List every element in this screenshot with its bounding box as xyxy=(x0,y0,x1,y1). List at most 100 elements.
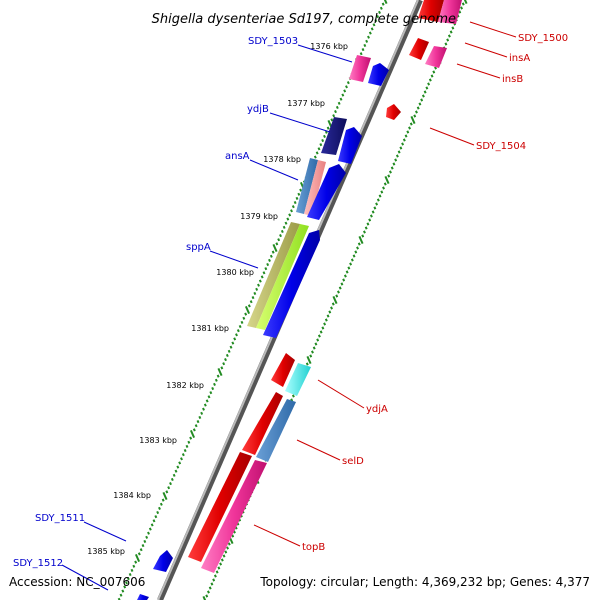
gene-label-insb[interactable]: insB xyxy=(502,74,523,85)
gene-label-sdy1512[interactable]: SDY_1512 xyxy=(13,558,63,569)
ruler-dot-right xyxy=(210,582,214,586)
ruler-dot-left xyxy=(213,382,216,386)
ruler-dot-left xyxy=(165,490,169,494)
ruler-dot-left xyxy=(242,316,246,320)
map-title: Shigella dysenteriae Sd197, complete gen… xyxy=(152,12,456,27)
ruler-dot-right xyxy=(368,218,372,222)
ruler-dot-left xyxy=(180,457,183,461)
ruler-dot-left xyxy=(291,205,295,209)
gene-label-insa[interactable]: insA xyxy=(509,53,530,64)
ruler-dot-right xyxy=(409,122,413,126)
ruler-dot-left xyxy=(132,564,136,568)
ruler-dot-right xyxy=(208,586,212,590)
ruler-dot-left xyxy=(125,581,128,585)
gene-label-seld[interactable]: selD xyxy=(342,456,364,467)
ruler-dot-right xyxy=(389,170,392,174)
ruler-dot-right xyxy=(213,574,217,578)
ruler-dot-right xyxy=(219,562,223,566)
ruler-dot-left xyxy=(200,411,204,415)
ruler-dot-left xyxy=(330,118,334,122)
ruler-dot-left xyxy=(121,589,125,593)
ruler-dot-right xyxy=(428,78,432,82)
ruler-dot-right xyxy=(363,230,366,234)
ruler-dot-right xyxy=(449,30,453,34)
ruler-dot-right xyxy=(345,270,349,274)
feature-ydjb-navy xyxy=(321,117,347,155)
ruler-dot-left xyxy=(295,196,299,200)
ruler-dot-right xyxy=(349,262,353,266)
ruler-dot-left xyxy=(214,378,218,382)
ruler-dot-left xyxy=(313,155,317,159)
ruler-dot-right xyxy=(371,210,375,214)
ruler-dot-left xyxy=(238,324,242,329)
kbp-label: 1385 kbp xyxy=(87,547,125,556)
ruler-dot-right xyxy=(397,150,401,154)
ruler-dot-left xyxy=(244,312,248,316)
ruler-dot-left xyxy=(143,539,147,544)
ruler-dot-left xyxy=(189,429,196,439)
feature-insb-pink xyxy=(425,46,447,68)
gene-label-topb[interactable]: topB xyxy=(302,542,325,553)
ruler-dot-left xyxy=(383,0,388,5)
gene-label-sppa[interactable]: sppA xyxy=(186,242,211,253)
gene-label-sdy1511[interactable]: SDY_1511 xyxy=(35,513,85,524)
gene-label-sdy1503[interactable]: SDY_1503 xyxy=(248,36,298,47)
ruler-dot-right xyxy=(326,314,330,318)
feature-sppa-olive xyxy=(247,222,300,328)
ruler-dot-left xyxy=(269,254,273,258)
ruler-dot-right xyxy=(321,326,325,330)
ruler-dot-left xyxy=(141,544,145,548)
ruler-dot-right xyxy=(380,190,384,194)
gene-label-sdy1504[interactable]: SDY_1504 xyxy=(476,141,526,152)
ruler-dot-left xyxy=(209,391,213,395)
ruler-dot-left xyxy=(162,491,168,501)
ruler-dot-left xyxy=(203,403,207,407)
ruler-dot-right xyxy=(384,175,390,185)
ruler-dot-right xyxy=(458,10,462,14)
ruler-dot-left xyxy=(284,221,288,225)
ruler-dot-left xyxy=(176,465,180,469)
ruler-dot-right xyxy=(331,302,335,306)
topology-text: Topology: circular; Length: 4,369,232 bp… xyxy=(259,575,590,589)
ruler-dot-left xyxy=(317,147,321,151)
ruler-dot-right xyxy=(378,194,382,198)
ruler-dot-left xyxy=(368,31,372,35)
ruler-dot-left xyxy=(253,291,257,296)
ruler-dot-left xyxy=(119,593,123,597)
ruler-dot-left xyxy=(345,85,348,89)
feature-sppa-lime xyxy=(256,224,309,330)
kbp-label: 1383 kbp xyxy=(139,436,177,445)
gene-label-ydja[interactable]: ydjA xyxy=(366,404,388,415)
ruler-dot-left xyxy=(378,10,381,14)
right-callouts xyxy=(253,21,517,547)
left-callouts xyxy=(61,44,353,591)
ruler-dot-right xyxy=(347,266,351,270)
right-side-features xyxy=(188,0,462,573)
ruler-dot-left xyxy=(249,300,253,304)
ruler-dot-right xyxy=(340,282,344,286)
kbp-label: 1377 kbp xyxy=(287,99,325,108)
kbp-label: 1376 kbp xyxy=(310,42,348,51)
feature-blue-arrow-1 xyxy=(368,63,389,86)
ruler-dot-left xyxy=(315,151,319,155)
ruler-dot-left xyxy=(374,19,378,23)
ruler-dot-right xyxy=(406,130,410,134)
ruler-dot-right xyxy=(382,186,385,190)
gene-label-sdy1500[interactable]: SDY_1500 xyxy=(518,33,568,44)
ruler-dot-left xyxy=(170,477,174,482)
ruler-dot-left xyxy=(134,553,141,563)
ruler-dot-right xyxy=(387,174,391,178)
feature-sdy1500-red xyxy=(418,0,444,22)
ruler-dot-left xyxy=(240,320,244,324)
ruler-dot-left xyxy=(169,482,172,486)
ruler-dot-left xyxy=(365,39,369,43)
ruler-dot-left xyxy=(148,527,152,531)
gene-label-ydjb[interactable]: ydjB xyxy=(247,104,269,115)
ruler-dot-right xyxy=(224,550,228,554)
gene-label-ansa[interactable]: ansA xyxy=(225,151,250,162)
ruler-dot-left xyxy=(211,386,215,391)
ruler-dot-left xyxy=(222,362,226,366)
ruler-dot-right xyxy=(220,558,224,562)
ruler-dot-left xyxy=(227,349,231,353)
